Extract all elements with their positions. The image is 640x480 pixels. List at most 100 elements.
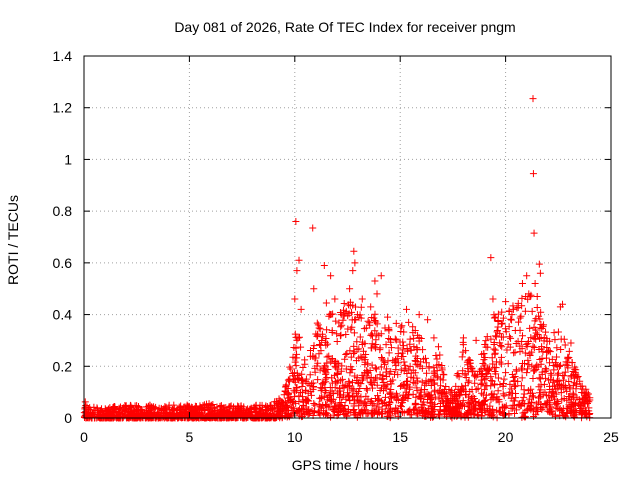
roti-point	[399, 338, 407, 346]
roti-point	[464, 379, 472, 387]
roti-point	[529, 342, 537, 350]
roti-point	[200, 406, 208, 414]
roti-point	[292, 217, 300, 225]
roti-point	[478, 389, 486, 397]
roti-point	[542, 391, 550, 399]
roti-point	[206, 409, 214, 417]
roti-point	[360, 325, 368, 333]
roti-point	[381, 381, 389, 389]
roti-point	[462, 387, 470, 395]
roti-point	[529, 375, 537, 383]
roti-point	[323, 326, 331, 334]
roti-point	[277, 398, 285, 406]
roti-point	[373, 290, 381, 298]
roti-point	[423, 396, 431, 404]
roti-point	[359, 374, 367, 382]
roti-point	[185, 403, 193, 411]
roti-point	[385, 327, 393, 335]
roti-point	[561, 368, 569, 376]
roti-point	[353, 374, 361, 382]
roti-point	[448, 399, 456, 407]
roti-point	[377, 330, 385, 338]
roti-point	[316, 366, 324, 374]
roti-point	[551, 336, 559, 344]
roti-point	[367, 303, 375, 311]
roti-point	[361, 340, 369, 348]
roti-point	[329, 390, 337, 398]
roti-point	[337, 367, 345, 375]
roti-point	[96, 412, 104, 420]
roti-point	[535, 374, 543, 382]
roti-point	[297, 343, 305, 351]
roti-point	[425, 391, 433, 399]
roti-point	[346, 397, 354, 405]
roti-point	[500, 410, 508, 418]
roti-point	[292, 362, 300, 370]
roti-point	[274, 399, 282, 407]
roti-point	[291, 376, 299, 384]
roti-point	[409, 329, 417, 337]
roti-point	[397, 366, 405, 374]
roti-point	[293, 386, 301, 394]
roti-point	[291, 330, 299, 338]
roti-point	[403, 305, 411, 313]
roti-point	[481, 396, 489, 404]
roti-point	[321, 384, 329, 392]
roti-point	[336, 387, 344, 395]
roti-point	[409, 390, 417, 398]
roti-point	[398, 349, 406, 357]
roti-point	[518, 374, 526, 382]
roti-point	[299, 364, 307, 372]
roti-point	[523, 343, 531, 351]
roti-point	[365, 319, 373, 327]
roti-point	[399, 346, 407, 354]
roti-point	[306, 347, 314, 355]
roti-point	[240, 409, 248, 417]
roti-point	[541, 400, 549, 408]
roti-point	[559, 376, 567, 384]
roti-point	[350, 342, 358, 350]
roti-point	[501, 325, 509, 333]
roti-point	[496, 339, 504, 347]
roti-point	[177, 405, 185, 413]
roti-point	[355, 314, 363, 322]
roti-point	[403, 344, 411, 352]
roti-point	[508, 371, 516, 379]
roti-point	[557, 361, 565, 369]
roti-point	[481, 354, 489, 362]
roti-point	[298, 405, 306, 413]
roti-point	[284, 403, 292, 411]
roti-point	[394, 344, 402, 352]
roti-point	[352, 315, 360, 323]
roti-point	[310, 285, 318, 293]
roti-point	[184, 402, 192, 410]
roti-point	[98, 405, 106, 413]
roti-point	[368, 361, 376, 369]
roti-point	[459, 348, 467, 356]
roti-point	[298, 382, 306, 390]
roti-point	[291, 388, 299, 396]
roti-point	[403, 380, 411, 388]
roti-point	[513, 367, 521, 375]
roti-point	[389, 376, 397, 384]
roti-point	[537, 360, 545, 368]
roti-point	[513, 304, 521, 312]
roti-point	[169, 405, 177, 413]
roti-point	[474, 384, 482, 392]
roti-point	[492, 332, 500, 340]
roti-point	[536, 269, 544, 277]
roti-point	[502, 298, 510, 306]
roti-point	[164, 411, 172, 419]
roti-point	[502, 402, 510, 410]
roti-point	[453, 371, 461, 379]
roti-point	[529, 393, 537, 401]
roti-point	[447, 388, 455, 396]
roti-point	[397, 403, 405, 411]
roti-point	[471, 379, 479, 387]
roti-point	[294, 334, 302, 342]
roti-point	[534, 407, 542, 415]
roti-point	[393, 355, 401, 363]
roti-point	[511, 409, 519, 417]
roti-point	[383, 365, 391, 373]
roti-point	[552, 361, 560, 369]
